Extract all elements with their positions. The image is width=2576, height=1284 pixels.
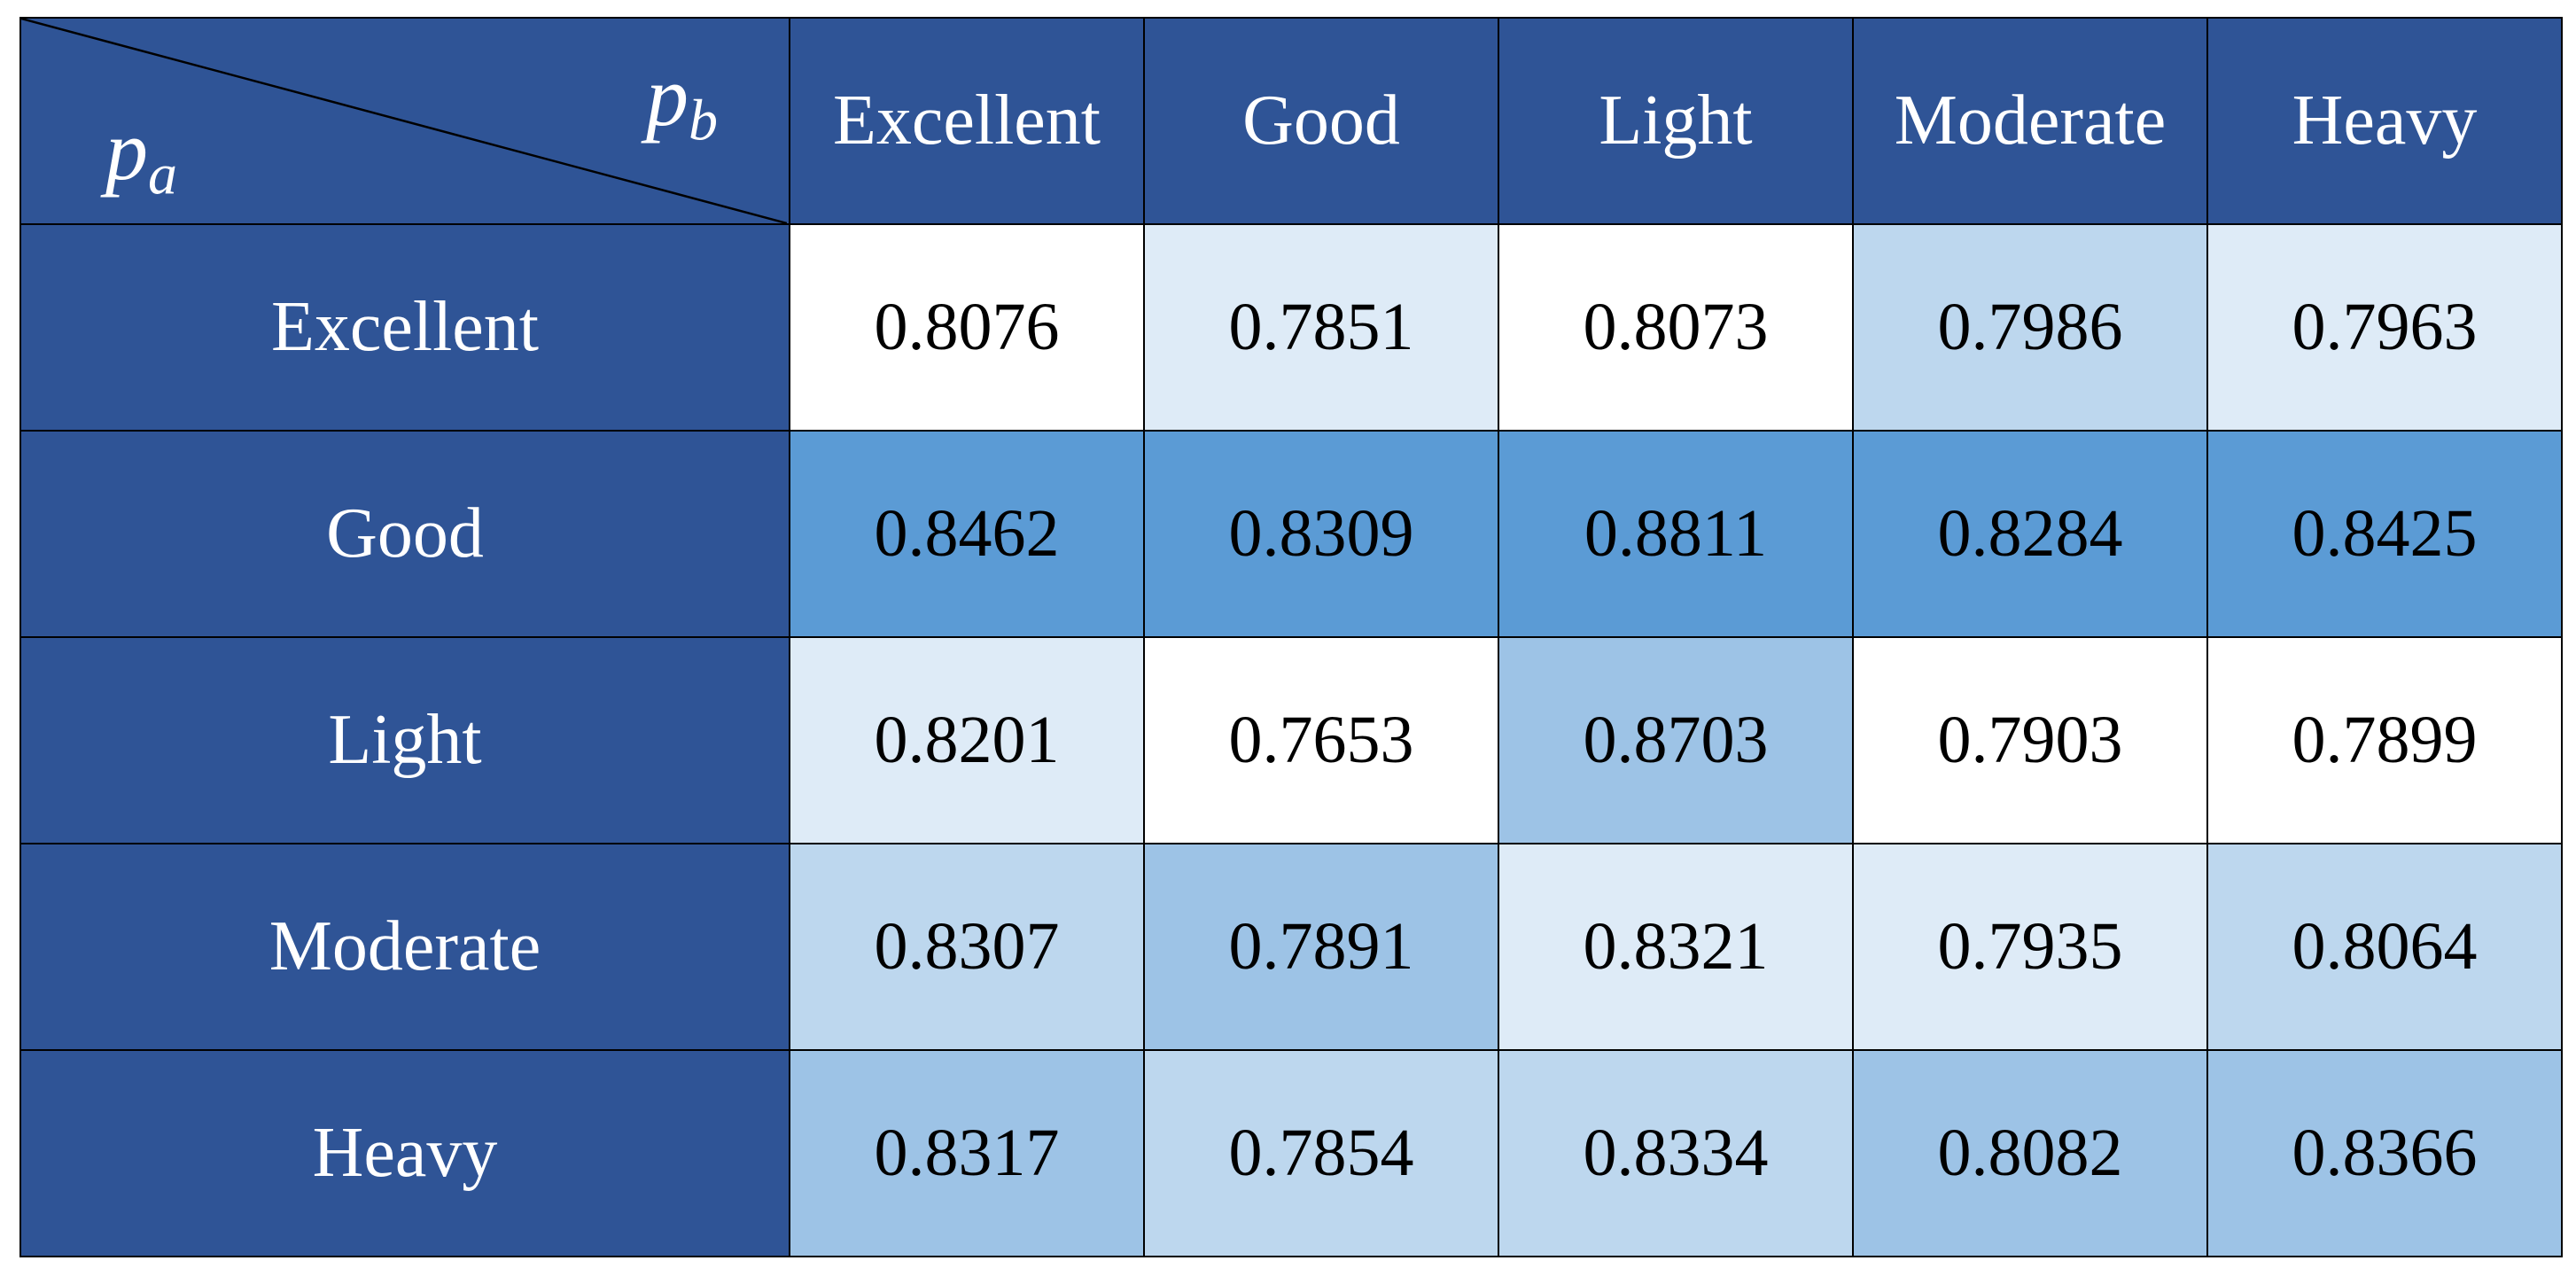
value-cell: 0.7903 [1852,636,2208,844]
value-cell: 0.8307 [789,843,1145,1051]
row-header: Good [19,430,790,638]
value-cell: 0.7963 [2206,223,2563,432]
row-header: Excellent [19,223,790,432]
table-row: Moderate 0.8307 0.7891 0.8321 0.7935 0.8064 [19,843,2563,1051]
value-cell: 0.7935 [1852,843,2208,1051]
column-header: Light [1498,17,1854,225]
value-cell: 0.7851 [1143,223,1499,432]
value-cell: 0.8366 [2206,1049,2563,1257]
column-header: Good [1143,17,1499,225]
row-header: Moderate [19,843,790,1051]
variable-subscript: b [689,88,718,153]
value-cell: 0.7653 [1143,636,1499,844]
table-row: Good 0.8462 0.8309 0.8811 0.8284 0.8425 [19,430,2563,638]
value-cell: 0.7986 [1852,223,2208,432]
value-cell: 0.8073 [1498,223,1854,432]
header-row: pb pa Excellent Good Light Moderate Heavy [19,17,2563,225]
column-header: Excellent [789,17,1145,225]
value-cell: 0.8309 [1143,430,1499,638]
value-cell: 0.8703 [1498,636,1854,844]
variable-subscript: a [148,142,177,206]
variable-base: p [646,49,689,144]
table: pb pa Excellent Good Light Moderate Heavy Ex… [19,17,2563,1257]
value-cell: 0.8462 [789,430,1145,638]
corner-cell: pb pa [19,17,790,225]
table-row: Heavy 0.8317 0.7854 0.8334 0.8082 0.8366 [19,1049,2563,1257]
value-cell: 0.7891 [1143,843,1499,1051]
value-cell: 0.8811 [1498,430,1854,638]
value-cell: 0.7854 [1143,1049,1499,1257]
value-cell: 0.8064 [2206,843,2563,1051]
value-cell: 0.8321 [1498,843,1854,1051]
table-row: Excellent 0.8076 0.7851 0.8073 0.7986 0.7963 [19,223,2563,432]
table-wrap: pb pa Excellent Good Light Moderate Heavy Ex… [19,17,2563,1257]
diagonal [21,19,787,223]
value-cell: 0.8201 [789,636,1145,844]
value-cell: 0.8284 [1852,430,2208,638]
variable-base: p [105,102,148,198]
value-cell: 0.7899 [2206,636,2563,844]
value-cell: 0.8076 [789,223,1145,432]
value-cell: 0.8317 [789,1049,1145,1257]
row-header: Heavy [19,1049,790,1257]
value-cell: 0.8082 [1852,1049,2208,1257]
column-header: Moderate [1852,17,2208,225]
value-cell: 0.8334 [1498,1049,1854,1257]
value-cell: 0.8425 [2206,430,2563,638]
column-header: Heavy [2206,17,2563,225]
table-row: Light 0.8201 0.7653 0.8703 0.7903 0.7899 [19,636,2563,844]
row-header: Light [19,636,790,844]
column-variable: pb [646,54,718,151]
row-variable: pa [105,107,177,206]
table-body: pb pa Excellent Good Light Moderate Heavy Ex… [19,17,2563,1257]
